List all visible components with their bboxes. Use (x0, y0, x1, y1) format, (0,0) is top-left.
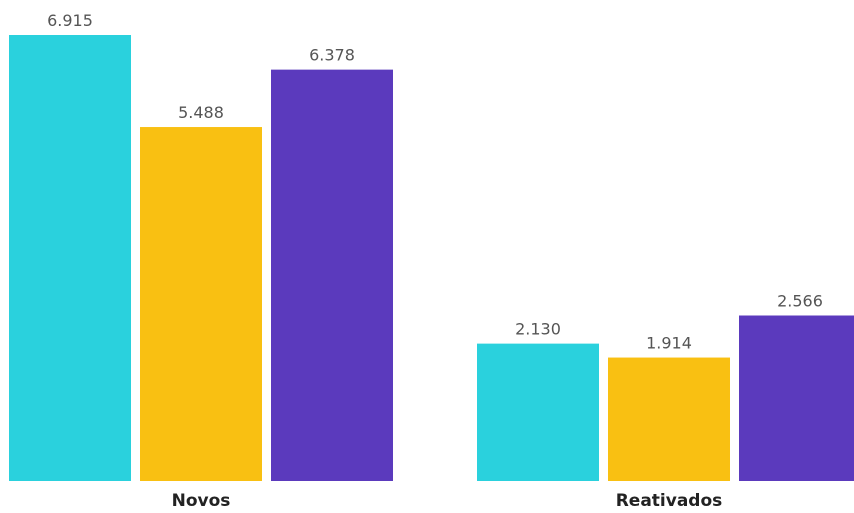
value-label-reativados-2: 1.914 (646, 334, 692, 353)
value-label-reativados-1: 2.130 (515, 320, 561, 339)
bar-novos-2 (140, 127, 262, 481)
category-labels-group: Novos Reativados (172, 491, 723, 511)
value-label-novos-2: 5.488 (178, 103, 224, 122)
bars-group (9, 35, 854, 482)
bar-novos-1 (9, 35, 131, 481)
bar-reativados-3 (739, 315, 854, 481)
bar-reativados-1 (477, 343, 599, 481)
bar-reativados-2 (608, 357, 730, 481)
value-labels-group: 6.915 5.488 6.378 2.130 1.914 2.566 (47, 11, 823, 353)
value-label-novos-1: 6.915 (47, 11, 93, 30)
value-label-novos-3: 6.378 (309, 46, 355, 65)
category-label-reativados: Reativados (616, 491, 723, 511)
value-label-reativados-3: 2.566 (777, 291, 823, 310)
bar-novos-3 (271, 69, 393, 482)
category-label-novos: Novos (172, 491, 231, 511)
